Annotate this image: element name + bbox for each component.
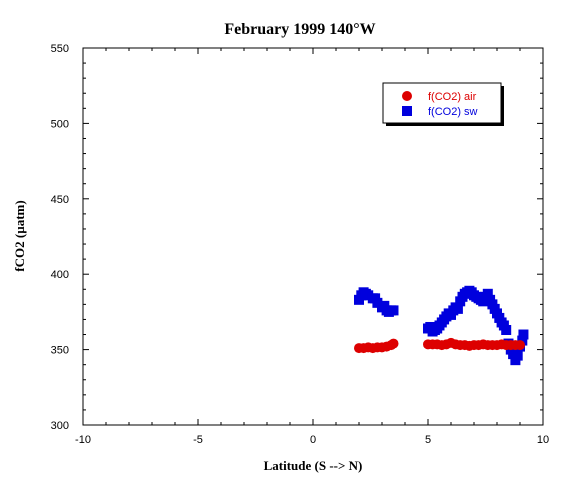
- y-axis: 300 350 400 450 500 550: [51, 43, 543, 432]
- data-point-sw: [512, 350, 523, 361]
- data-series: [354, 285, 529, 366]
- legend: f(CO2) air f(CO2) sw: [382, 82, 504, 126]
- x-axis: -10 -5 0 5 10: [75, 48, 549, 446]
- x-tick-label: 5: [425, 434, 431, 446]
- y-tick-label: 350: [51, 345, 69, 357]
- series-f-co2-air: [354, 337, 525, 354]
- data-point-air: [515, 340, 525, 351]
- legend-label-air: f(CO2) air: [428, 91, 477, 103]
- y-tick-label: 400: [51, 269, 69, 281]
- x-tick-label: 0: [310, 434, 316, 446]
- y-tick-label: 550: [51, 43, 69, 55]
- y-axis-label: fCO2 (µatm): [12, 200, 27, 271]
- y-tick-label: 300: [51, 420, 69, 432]
- x-tick-label: 10: [537, 434, 549, 446]
- legend-label-sw: f(CO2) sw: [428, 106, 478, 118]
- x-axis-label: Latitude (S --> N): [264, 458, 363, 473]
- legend-box: [382, 82, 502, 124]
- data-point-air: [388, 338, 399, 349]
- data-point-sw: [517, 335, 528, 346]
- data-point-sw: [388, 305, 399, 316]
- y-tick-label: 500: [51, 118, 69, 130]
- chart-title: February 1999 140°W: [224, 21, 375, 38]
- legend-marker-sw: [402, 106, 412, 116]
- data-point-sw: [518, 329, 529, 340]
- y-tick-label: 450: [51, 194, 69, 206]
- legend-marker-air: [402, 91, 412, 101]
- data-point-sw: [452, 303, 463, 314]
- x-tick-label: -10: [75, 434, 91, 446]
- data-point-sw: [501, 324, 512, 335]
- data-point-sw: [482, 288, 493, 299]
- series-f-co2-sw: [354, 285, 529, 366]
- x-tick-label: -5: [193, 434, 203, 446]
